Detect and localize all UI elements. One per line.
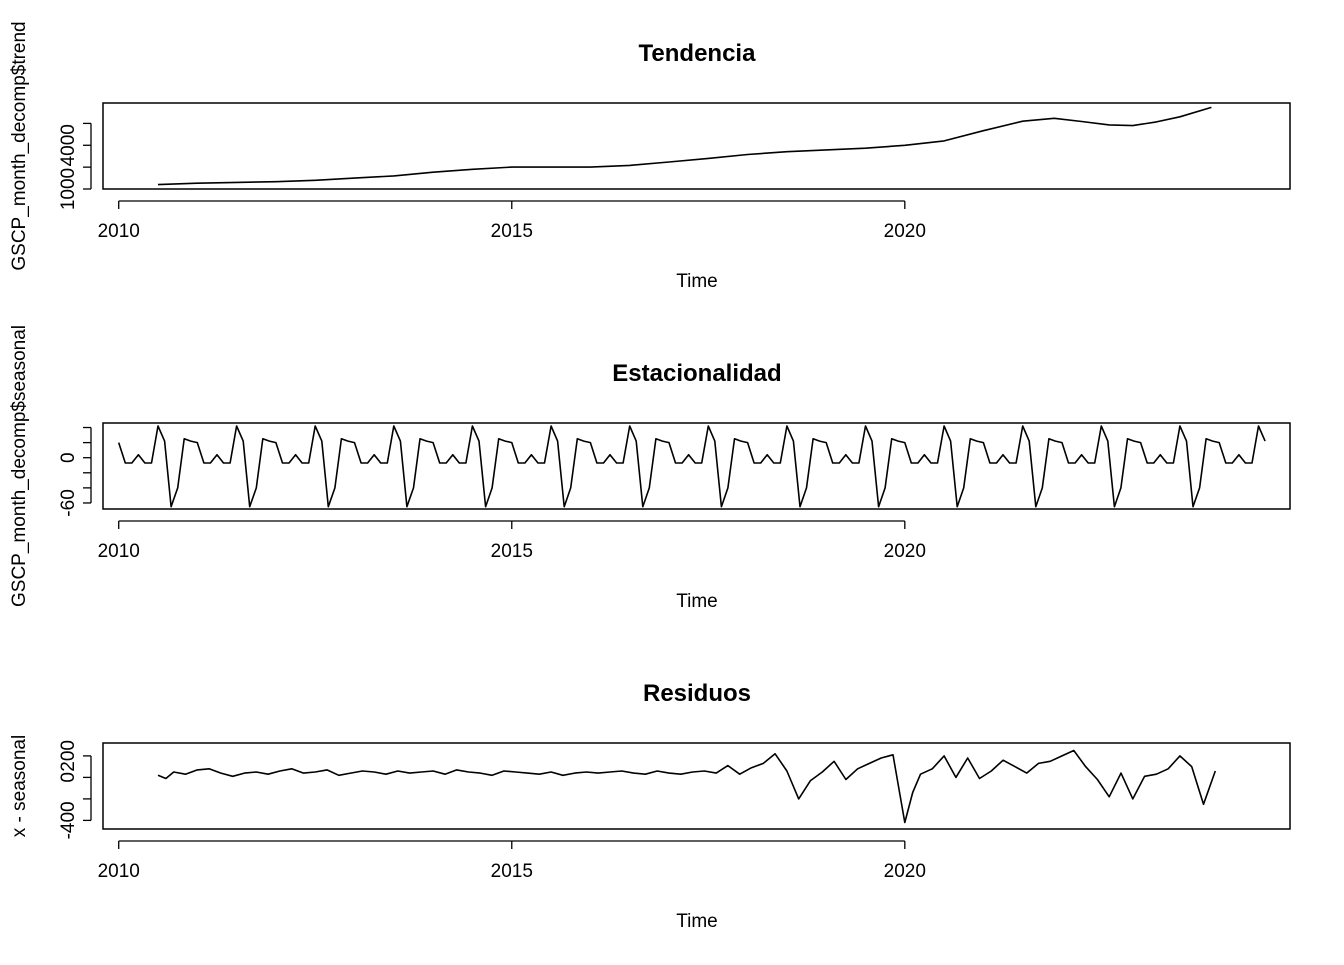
panel-seasonal: Estacionalidad Time GSCP_month_decomp$se… [9,325,1291,612]
panel-residuals-ylabel: x - seasonal [9,735,30,837]
panel-seasonal-x-tick-label: 2010 [98,541,140,562]
panel-trend-ylabel: GSCP_month_decomp$trend [9,21,30,270]
panel-trend: Tendencia Time GSCP_month_decomp$trend 2… [9,21,1291,292]
panel-trend-y-tick-label: 4000 [58,124,79,166]
panel-residuals-x-tick-label: 2010 [98,861,140,882]
panel-trend-x-tick-label: 2010 [98,221,140,242]
panel-trend-y-tick-label: 1000 [58,168,79,210]
panel-seasonal-xlabel: Time [676,591,718,612]
panel-residuals-y-tick-label: 0 [58,772,79,783]
panel-trend-frame [102,102,1291,190]
panel-trend-series-line [157,106,1212,186]
panel-trend-x-tick-label: 2020 [884,221,926,242]
panel-residuals-x-tick-label: 2020 [884,861,926,882]
panel-seasonal-x-tick-label: 2020 [884,541,926,562]
panel-trend-title: Tendencia [639,40,757,67]
panel-seasonal-y-tick-label: 0 [58,452,79,463]
panel-trend-xlabel: Time [676,271,718,292]
panel-residuals-x-tick-label: 2015 [491,861,533,882]
panel-seasonal-y-tick-label: -60 [58,489,79,516]
panel-seasonal-x-tick-label: 2015 [491,541,533,562]
panel-seasonal-series-line [117,425,1266,508]
panel-residuals-y-tick-label: 200 [58,740,79,772]
panel-residuals-series-line [157,749,1217,824]
panel-residuals-y-tick-label: -400 [58,801,79,839]
panel-residuals-xlabel: Time [676,911,718,932]
panel-residuals-frame [102,742,1291,830]
panel-seasonal-title: Estacionalidad [612,360,781,387]
panel-trend-x-tick-label: 2015 [491,221,533,242]
panel-residuals: Residuos Time x - seasonal 2010 2015 2020 -… [9,680,1291,932]
panel-residuals-title: Residuos [643,680,751,707]
panel-seasonal-frame [102,422,1291,510]
panel-seasonal-ylabel: GSCP_month_decomp$seasonal [9,325,30,607]
